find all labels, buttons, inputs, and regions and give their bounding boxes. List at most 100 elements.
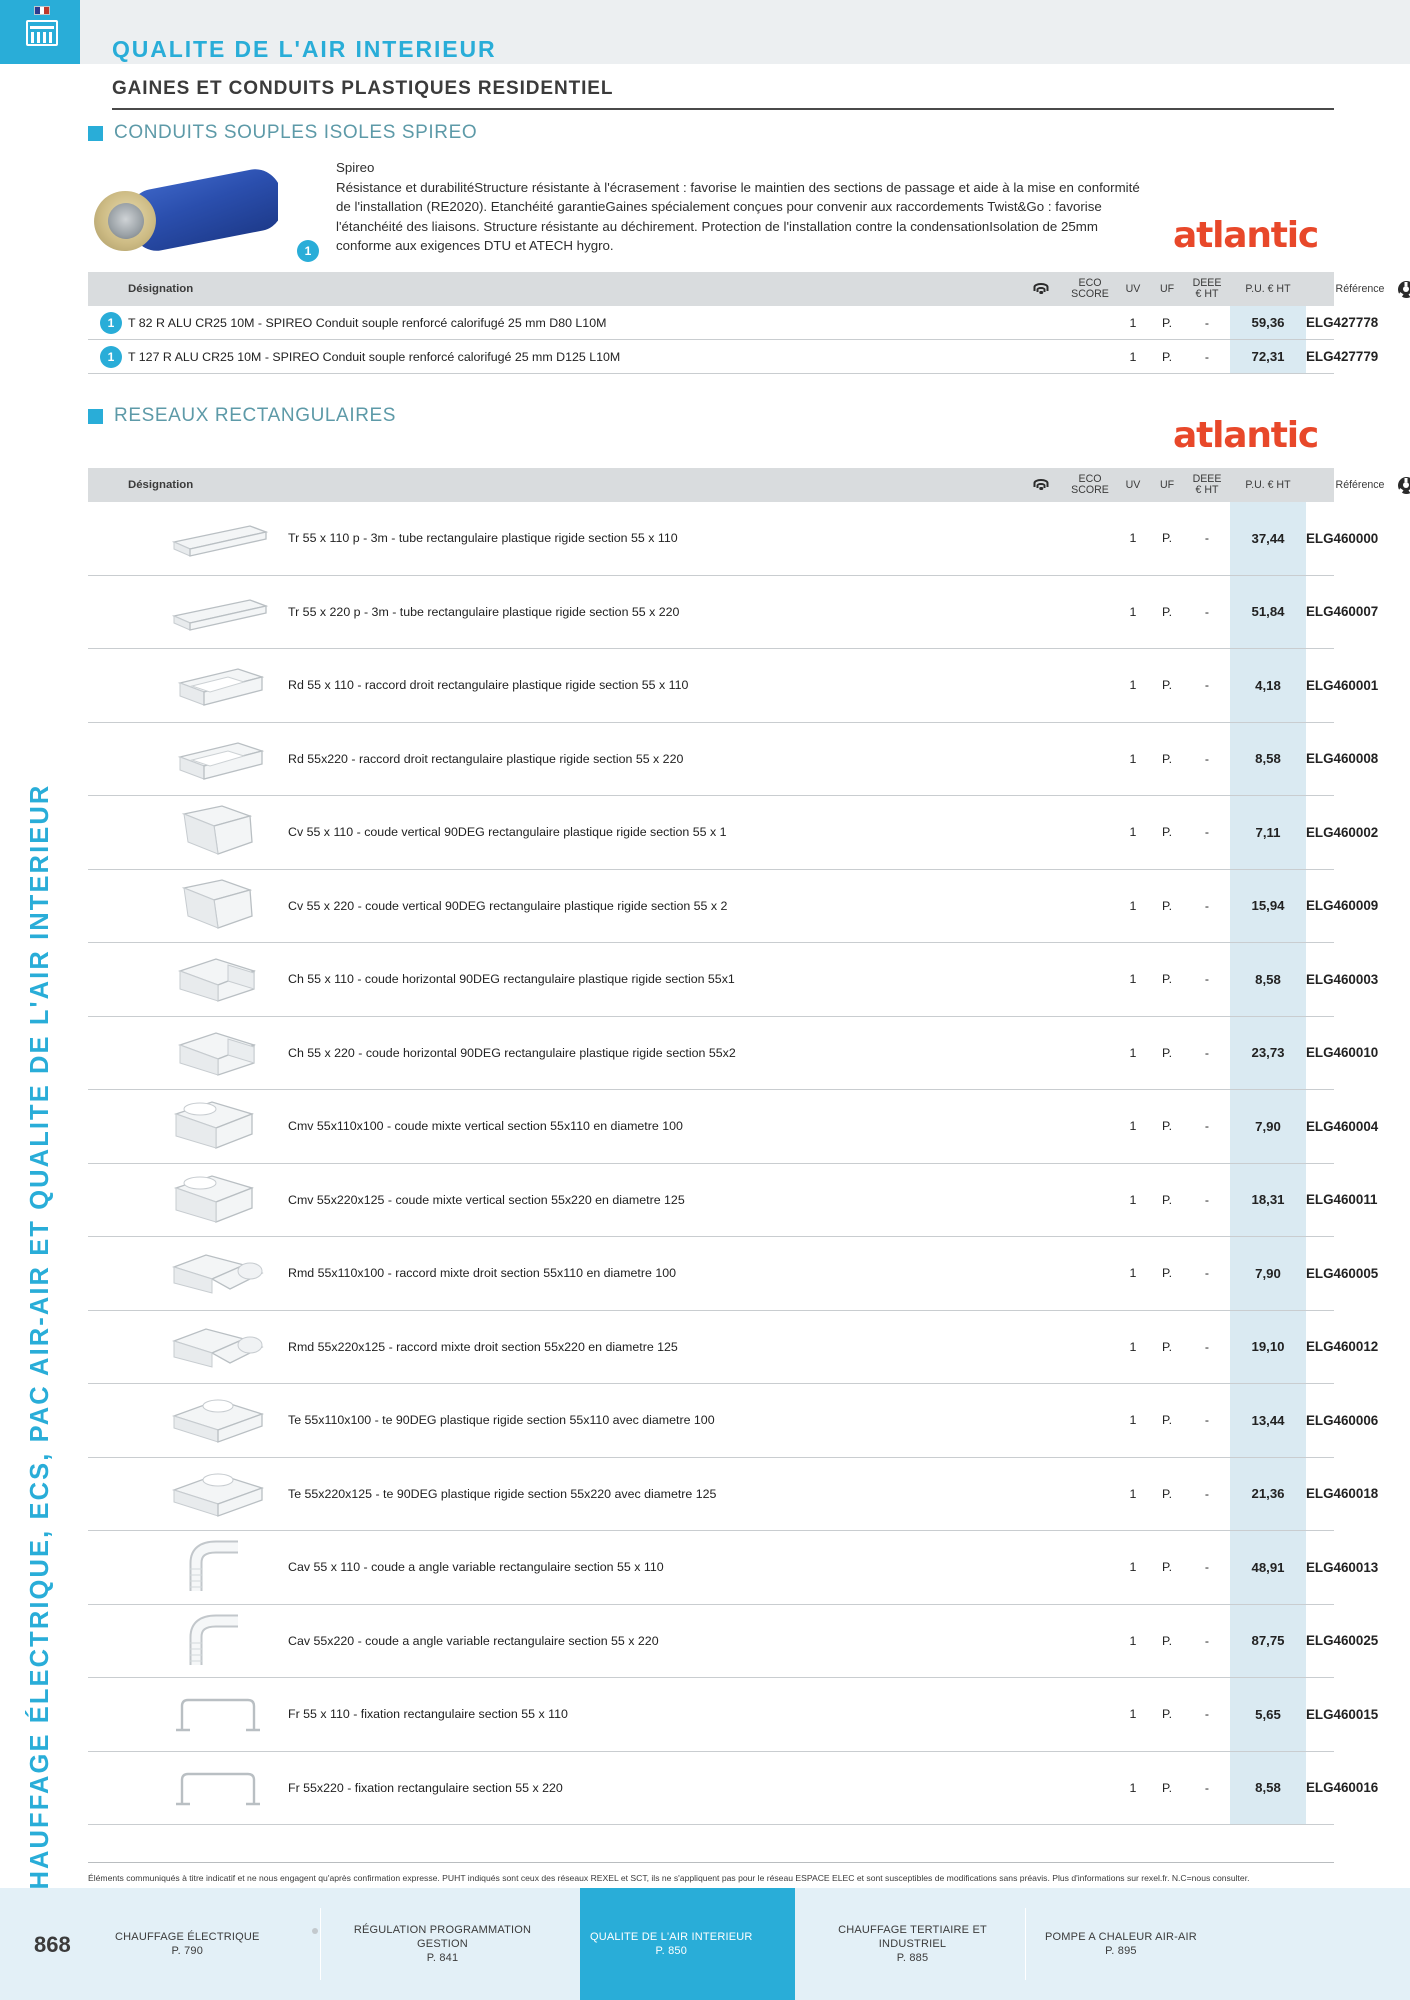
row-eco-score [1064,1017,1116,1090]
row-uf: P. [1161,1633,1173,1648]
brand-logo-atlantic-2: atlantic [1173,415,1319,456]
table-row[interactable]: Te 55x220x125 - te 90DEG plastique rigid… [88,1457,1378,1531]
row-wifi [1018,1311,1064,1384]
table-row[interactable]: Cmv 55x220x125 - coude mixte vertical se… [88,1163,1377,1237]
row-recycle [1388,723,1410,796]
row-uv: 1 [1129,825,1137,840]
table-row[interactable]: Fr 55x220 - fixation rectangulaire secti… [88,1751,1378,1825]
section-bullet-icon [88,408,103,424]
nav-separator [320,1908,321,1980]
row-designation: Tr 55 x 110 p - 3m - tube rectangulaire … [288,531,678,546]
row-uv: 1 [1129,972,1137,987]
row-deee: - [1204,1119,1210,1134]
table-row[interactable]: Cmv 55x110x100 - coude mixte vertical se… [88,1090,1378,1164]
table-row[interactable]: Ch 55 x 220 - coude horizontal 90DEG rec… [88,1016,1378,1090]
row-badge: 1 [100,311,122,334]
row-deee: - [1204,531,1210,546]
raccord-mixte-icon [166,1243,270,1303]
row-recycle [1388,1090,1410,1163]
column-header-reference: Référence [1335,282,1385,295]
column-header-recycle [1388,468,1410,502]
brand-logo-atlantic-1: atlantic [1173,215,1319,256]
row-uf: P. [1161,1486,1173,1501]
coude-mixte-icon [166,1170,270,1230]
row-recycle [1388,943,1410,1016]
title-divider [112,108,1334,110]
product-photo-spireo [88,165,278,255]
row-designation: T 127 R ALU CR25 10M - SPIREO Conduit so… [128,349,621,364]
table-row[interactable]: Fr 55 x 110 - fixation rectangulaire sec… [88,1678,1378,1752]
row-reference: ELG460015 [1306,1706,1379,1722]
row-uv: 1 [1129,678,1137,693]
nav-item-label: CHAUFFAGE TERTIAIRE ET INDUSTRIEL P. 885 [838,1924,987,1964]
nav-item-split-unit[interactable]: POMPE A CHALEUR AIR-AIR P. 895 [1035,1888,1250,2000]
row-designation: Rd 55x220 - raccord droit rectangulaire … [288,751,684,766]
table-row[interactable]: Cv 55 x 110 - coude vertical 90DEG recta… [88,796,1378,870]
intro-description: Spireo Résistance et durabilitéStructure… [336,158,1146,256]
row-uf: P. [1161,972,1173,987]
row-uf: P. [1161,898,1173,913]
nav-item-controller[interactable]: RÉGULATION PROGRAMMATION GESTION P. 841 [330,1888,545,2000]
row-recycle [1388,870,1410,943]
table-row[interactable]: 1 T 82 R ALU CR25 10M - SPIREO Conduit so… [88,306,1378,340]
row-reference: ELG460001 [1306,677,1379,693]
row-uv: 1 [1129,1045,1137,1060]
row-uf: P. [1161,349,1173,364]
row-reference: ELG460025 [1306,1633,1379,1649]
row-price: 18,31 [1230,1163,1306,1236]
table-row[interactable]: Cav 55x220 - coude a angle variable rect… [88,1604,1378,1678]
table-row[interactable]: Rmd 55x220x125 - raccord mixte droit sec… [88,1310,1378,1384]
spine-category-tab[interactable] [0,0,80,64]
table-row[interactable]: Rmd 55x110x100 - raccord mixte droit sec… [88,1237,1378,1311]
table-row[interactable]: Tr 55 x 110 p - 3m - tube rectangulaire … [88,502,1378,576]
row-recycle [1388,306,1410,339]
section-header-reseaux: RESEAUX RECTANGULAIRES [88,405,396,427]
intro-body: Résistance et durabilitéStructure résist… [336,179,1140,254]
row-recycle [1388,1605,1410,1678]
nav-item-air-purifier[interactable]: QUALITE DE L'AIR INTERIEUR P. 850 [580,1888,795,2000]
coude-mixte-icon [166,1096,270,1156]
row-uf: P. [1161,1045,1173,1060]
row-recycle [1388,1678,1410,1751]
table-row[interactable]: Ch 55 x 110 - coude horizontal 90DEG rec… [88,943,1378,1017]
row-uf: P. [1161,1339,1173,1354]
row-eco-score [1064,870,1116,943]
row-eco-score [1064,649,1116,722]
row-uf: P. [1161,315,1173,330]
nav-item-industrial-heater[interactable]: CHAUFFAGE TERTIAIRE ET INDUSTRIEL P. 885 [800,1888,1015,2000]
row-reference: ELG460012 [1306,1339,1379,1355]
row-designation: Cv 55 x 110 - coude vertical 90DEG recta… [288,825,727,840]
coude-vertical-icon [166,876,270,936]
row-reference: ELG427779 [1306,349,1379,364]
nav-item-heater-panel[interactable]: CHAUFFAGE ÉLECTRIQUE P. 790 [105,1888,320,2000]
table-row[interactable]: Rd 55x220 - raccord droit rectangulaire … [88,722,1378,796]
section-label: RESEAUX RECTANGULAIRES [114,405,397,426]
table-row[interactable]: Te 55x110x100 - te 90DEG plastique rigid… [88,1384,1378,1458]
row-designation: Cv 55 x 220 - coude vertical 90DEG recta… [288,898,728,913]
row-designation: Rmd 55x110x100 - raccord mixte droit sec… [288,1266,676,1281]
row-eco-score [1064,1678,1116,1751]
column-header-designation: Désignation [128,283,194,295]
row-deee: - [1204,1560,1210,1575]
page-title: QUALITE DE L'AIR INTERIEUR [112,36,497,62]
row-price: 15,94 [1230,869,1306,942]
table-row[interactable]: Cv 55 x 220 - coude vertical 90DEG recta… [88,869,1378,943]
row-wifi [1018,576,1064,649]
row-uv: 1 [1129,898,1137,913]
row-price: 87,75 [1230,1604,1306,1677]
recycle-icon [1397,280,1410,298]
table-row[interactable]: 1 T 127 R ALU CR25 10M - SPIREO Conduit s… [88,340,1378,374]
row-wifi [1018,1017,1064,1090]
table-row[interactable]: Cav 55 x 110 - coude a angle variable re… [88,1531,1378,1605]
table-row[interactable]: Rd 55 x 110 - raccord droit rectangulair… [88,649,1378,723]
row-recycle [1388,1752,1410,1825]
row-uv: 1 [1129,1266,1137,1281]
row-reference: ELG460007 [1306,604,1379,620]
row-recycle [1388,649,1410,722]
row-recycle [1388,1384,1410,1457]
row-recycle [1388,340,1410,373]
row-deee: - [1204,825,1210,840]
row-eco-score [1064,943,1116,1016]
table-row[interactable]: Tr 55 x 220 p - 3m - tube rectangulaire … [88,575,1378,649]
coude-vertical-icon [166,802,270,862]
